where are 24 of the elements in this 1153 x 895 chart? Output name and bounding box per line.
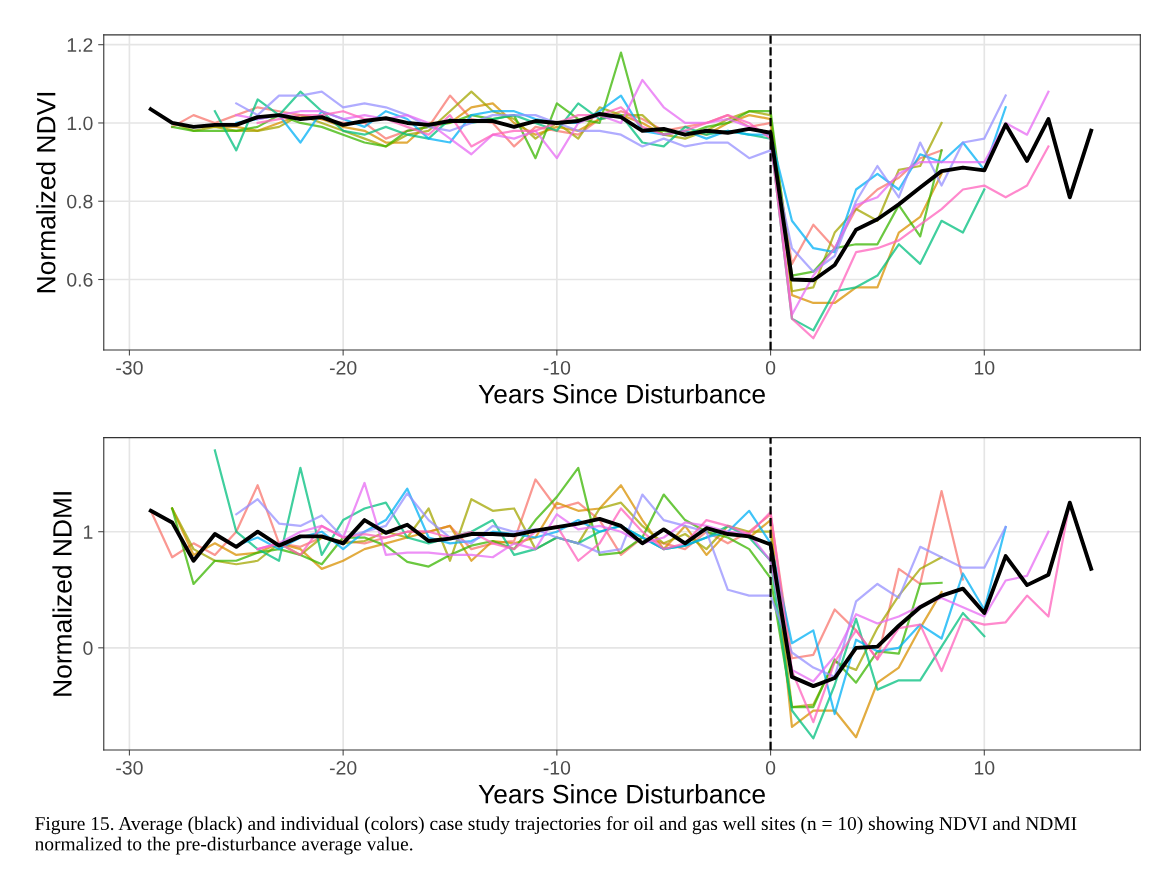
- x-tick-label: -20: [329, 360, 357, 375]
- y-axis-title: Normalized NDMI: [52, 492, 72, 696]
- x-tick-label: -30: [116, 760, 143, 775]
- x-axis-title: Years Since Disturbance: [478, 784, 765, 804]
- x-tick-label: -30: [116, 360, 143, 375]
- y-tick-label: 0.8: [67, 194, 93, 209]
- x-axis-title: Years Since Disturbance: [478, 384, 765, 404]
- y-tick-label: 0: [83, 641, 93, 656]
- x-tick-label: -20: [329, 760, 357, 775]
- y-tick-label: 1: [84, 525, 93, 539]
- line-series: [256, 106, 1050, 340]
- x-tick-label: 0: [765, 360, 776, 375]
- x-tick-label: -10: [543, 360, 571, 375]
- y-axis-title: Normalized NDVI: [36, 92, 56, 293]
- y-tick-label: 0.6: [67, 272, 93, 287]
- x-tick-label: 0: [765, 760, 776, 775]
- y-tick-label: 1.0: [67, 116, 93, 131]
- line-series: [171, 51, 943, 277]
- x-tick-label: 10: [974, 760, 995, 775]
- line-series: [235, 78, 1050, 316]
- caption: Figure 15. Average (black) and individual (colors) case study trajectories for oil and gas well sites (n = 10) showing NDVI and NDMI normalized to the pre-disturbance average value.: [35, 816, 1077, 855]
- x-tick-label: 10: [974, 360, 995, 375]
- y-tick-label: 1.2: [67, 38, 93, 52]
- x-tick-label: -10: [543, 760, 571, 775]
